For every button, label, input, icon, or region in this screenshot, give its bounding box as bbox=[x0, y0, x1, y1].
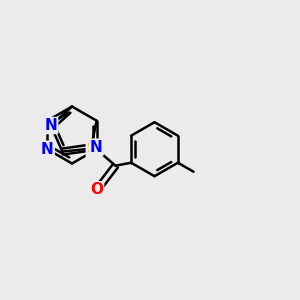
Text: O: O bbox=[90, 182, 103, 197]
Text: S: S bbox=[87, 141, 98, 156]
Text: N: N bbox=[90, 140, 103, 154]
Text: N: N bbox=[41, 142, 54, 157]
Text: N: N bbox=[44, 118, 57, 133]
